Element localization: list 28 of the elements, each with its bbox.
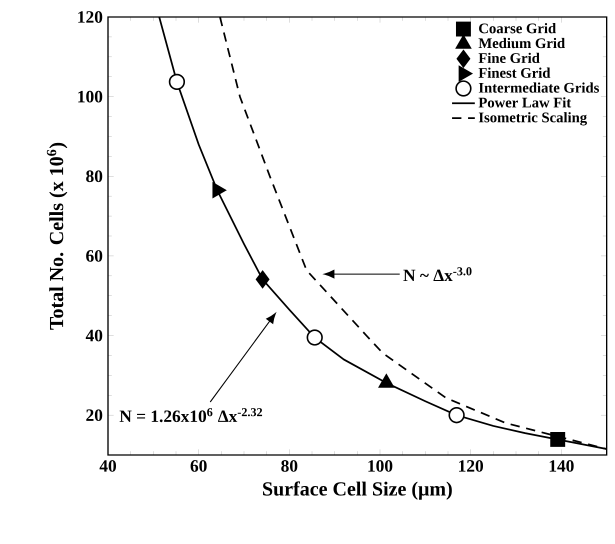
legend-label: Medium Grid bbox=[478, 38, 565, 48]
x-tick-label: 40 bbox=[100, 460, 116, 472]
point bbox=[448, 407, 465, 424]
x-axis-title: Surface Cell Size (μm) bbox=[263, 481, 452, 500]
y-axis-title: Total No. Cells (x 10$^{6}$) bbox=[46, 142, 68, 330]
point bbox=[168, 74, 186, 90]
y-tick-label: 100 bbox=[78, 90, 102, 102]
legend-label: Finest Grid bbox=[478, 68, 550, 78]
y-tick-label: 60 bbox=[86, 250, 102, 262]
legend-label: Intermediate Grids bbox=[478, 82, 599, 93]
annotation: N ~ Δx$^{-3.0}$ bbox=[403, 267, 472, 282]
y-tick-label: 80 bbox=[86, 170, 102, 182]
legend-label: Coarse Grid bbox=[479, 23, 556, 34]
point bbox=[306, 329, 323, 346]
y-tick-label: 20 bbox=[86, 409, 102, 422]
x-tick-label: 140 bbox=[550, 460, 574, 472]
y-tick-label: 40 bbox=[86, 330, 102, 342]
annotation: N = 1.26x10$^{6}$ Δx$^{-2.32}$ bbox=[120, 408, 262, 422]
x-tick-label: 60 bbox=[190, 460, 207, 472]
point bbox=[256, 270, 270, 288]
point bbox=[550, 432, 566, 447]
legend-label: Power Law Fit bbox=[478, 97, 572, 108]
legend-label: Isometric Scaling bbox=[478, 112, 587, 126]
legend-label: Fine Grid bbox=[478, 52, 540, 64]
x-tick-label: 120 bbox=[459, 460, 484, 472]
y-tick-label: 120 bbox=[78, 11, 102, 23]
x-tick-label: 80 bbox=[281, 460, 298, 472]
x-tick-label: 100 bbox=[368, 460, 392, 472]
